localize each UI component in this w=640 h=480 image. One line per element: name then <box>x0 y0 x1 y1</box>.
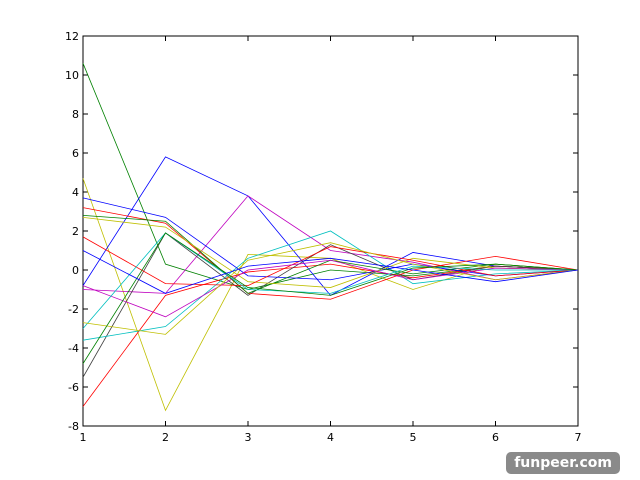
series-line <box>82 236 579 287</box>
y-tick-label: 6 <box>72 147 79 160</box>
y-tick-label: -2 <box>68 303 79 316</box>
watermark: funpeer.com <box>506 452 620 474</box>
x-tick-label: 5 <box>410 431 417 444</box>
series-line <box>82 207 579 300</box>
series-line <box>82 232 579 364</box>
x-tick-label: 1 <box>80 431 87 444</box>
x-tick-label: 2 <box>162 431 169 444</box>
y-tick-label: -4 <box>68 342 79 355</box>
series-line <box>82 250 579 294</box>
y-tick-label: 8 <box>72 108 79 121</box>
x-tick-label: 6 <box>492 431 499 444</box>
series-line <box>82 242 579 335</box>
y-tick-label: 2 <box>72 225 79 238</box>
x-tick-label: 3 <box>245 431 252 444</box>
series-line <box>82 259 579 318</box>
y-tick-label: 10 <box>65 69 79 82</box>
y-tick-label: 0 <box>72 264 79 277</box>
y-tick-label: 12 <box>65 30 79 43</box>
y-tick-label: -8 <box>68 420 79 433</box>
series-line <box>82 230 579 341</box>
x-tick-label: 7 <box>575 431 582 444</box>
x-tick-label: 4 <box>327 431 334 444</box>
y-tick-label: 4 <box>72 186 79 199</box>
y-tick-label: -6 <box>68 381 79 394</box>
